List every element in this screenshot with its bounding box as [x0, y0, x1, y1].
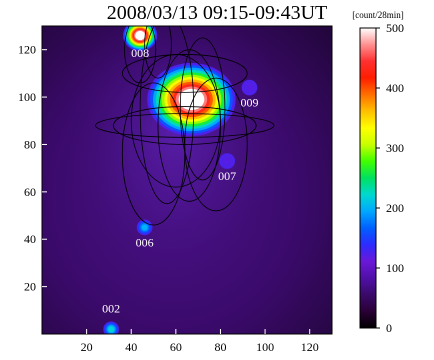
field-line — [121, 54, 248, 93]
source-label: 009 — [240, 96, 258, 110]
colorbar-tick-label: 300 — [386, 141, 404, 155]
axes: 20 40 60 80 100 120 20 40 60 80 100 120 — [18, 25, 333, 354]
source-label: 008 — [131, 46, 149, 60]
field-line — [124, 26, 157, 84]
field-lines — [95, 26, 275, 226]
source-contour — [178, 88, 205, 111]
source-009 — [241, 79, 258, 96]
x-tick-label: 80 — [214, 340, 226, 354]
x-tick-label: 20 — [81, 340, 93, 354]
source-label: 006 — [136, 235, 154, 249]
field-line — [139, 26, 195, 205]
colorbar-tick-label: 0 — [386, 321, 392, 335]
field-line — [179, 37, 226, 181]
colorbar-scale — [359, 27, 377, 329]
x-tick-label: 40 — [125, 340, 137, 354]
source-contour — [141, 224, 148, 231]
source-006 — [136, 219, 153, 236]
chart-title: 2008/03/13 09:15-09:43UT — [106, 2, 328, 24]
x-tick-label: 100 — [256, 340, 274, 354]
diffuse-emission — [53, 26, 299, 275]
source-002 — [103, 321, 120, 334]
colorbar-unit-label: [count/28min] — [352, 10, 404, 20]
source-label: 007 — [218, 169, 236, 183]
colorbar-tick-label: 400 — [386, 81, 404, 95]
y-tick-label: 60 — [24, 185, 36, 199]
field-line — [157, 49, 221, 202]
colorbar: 0 100 200 300 400 500[count/28min] — [352, 10, 404, 335]
colorbar-tick-label: 200 — [386, 201, 404, 215]
colorbar-tick-label: 100 — [386, 261, 404, 275]
source-contour — [108, 326, 114, 333]
field-line — [184, 77, 248, 212]
source-main — [147, 62, 236, 136]
x-tick-label: 120 — [301, 340, 319, 354]
y-tick-label: 20 — [24, 280, 36, 294]
x-tick-label: 60 — [170, 340, 182, 354]
plot-frame — [41, 25, 333, 335]
colorbar-tick-label: 500 — [386, 21, 404, 35]
y-tick-label: 100 — [18, 90, 36, 104]
y-tick-label: 80 — [24, 137, 36, 151]
source-contour — [246, 84, 253, 91]
source-label: 002 — [102, 302, 120, 316]
source-contour — [135, 30, 146, 41]
field-line — [144, 26, 172, 79]
y-tick-label: 40 — [24, 232, 36, 246]
source-007 — [219, 153, 236, 169]
heatmap-area: 002 006 007 008 009 — [42, 26, 332, 334]
y-tick-label: 120 — [18, 43, 36, 57]
source-contour — [224, 158, 230, 164]
